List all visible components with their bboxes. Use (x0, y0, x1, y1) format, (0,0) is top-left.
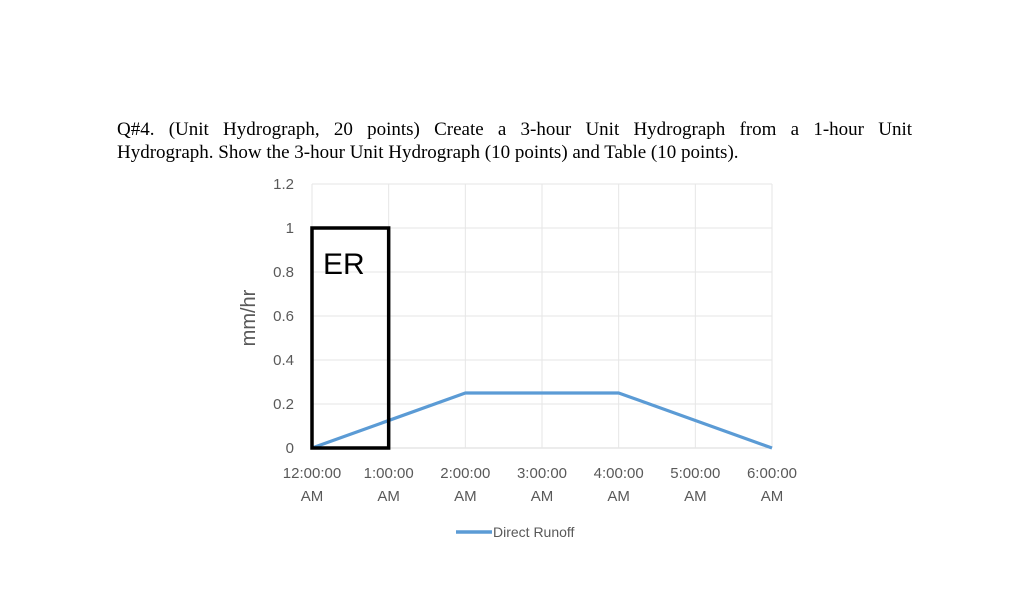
y-tick-label: 1.2 (273, 176, 294, 193)
question-text: Q#4. (Unit Hydrograph, 20 points) Create… (117, 118, 912, 164)
x-tick-label-suffix: AM (531, 488, 554, 505)
x-tick-label: 6:00:00 (747, 465, 797, 482)
x-tick-label-suffix: AM (684, 488, 707, 505)
legend-label: Direct Runoff (493, 524, 575, 540)
chart-legend: Direct Runoff (456, 524, 575, 540)
chart-gridlines (311, 183, 773, 449)
er-box (310, 226, 391, 450)
x-tick-label: 2:00:00 (440, 465, 490, 482)
y-tick-label: 1 (286, 220, 294, 237)
y-tick-label: 0.2 (273, 396, 294, 413)
chart-annotations: ER (310, 226, 391, 450)
y-tick-label: 0.8 (273, 264, 294, 281)
question-line-2: Hydrograph. Show the 3-hour Unit Hydrogr… (117, 142, 739, 163)
y-tick-labels: 0 0.2 0.4 0.6 0.8 1 1.2 (273, 176, 294, 457)
y-tick-label: 0.6 (273, 308, 294, 325)
x-tick-label: 5:00:00 (670, 465, 720, 482)
x-tick-label: 4:00:00 (594, 465, 644, 482)
x-tick-label: 1:00:00 (364, 465, 414, 482)
y-axis-title: mm/hr (238, 289, 260, 346)
x-tick-label-suffix: AM (454, 488, 477, 505)
x-tick-label-suffix: AM (377, 488, 400, 505)
x-tick-label-suffix: AM (607, 488, 630, 505)
x-tick-labels: 12:00:00 AM 1:00:00 AM 2:00:00 AM 3:00:00 AM 4:0… (283, 465, 797, 505)
x-tick-label-suffix: AM (761, 488, 784, 505)
x-tick-label-suffix: AM (301, 488, 324, 505)
y-tick-label: 0.4 (273, 352, 294, 369)
x-tick-label: 12:00:00 (283, 465, 341, 482)
x-tick-label: 3:00:00 (517, 465, 567, 482)
er-label: ER (323, 248, 365, 281)
y-tick-label: 0 (286, 440, 294, 457)
question-line-1: Q#4. (Unit Hydrograph, 20 points) Create… (117, 119, 912, 140)
